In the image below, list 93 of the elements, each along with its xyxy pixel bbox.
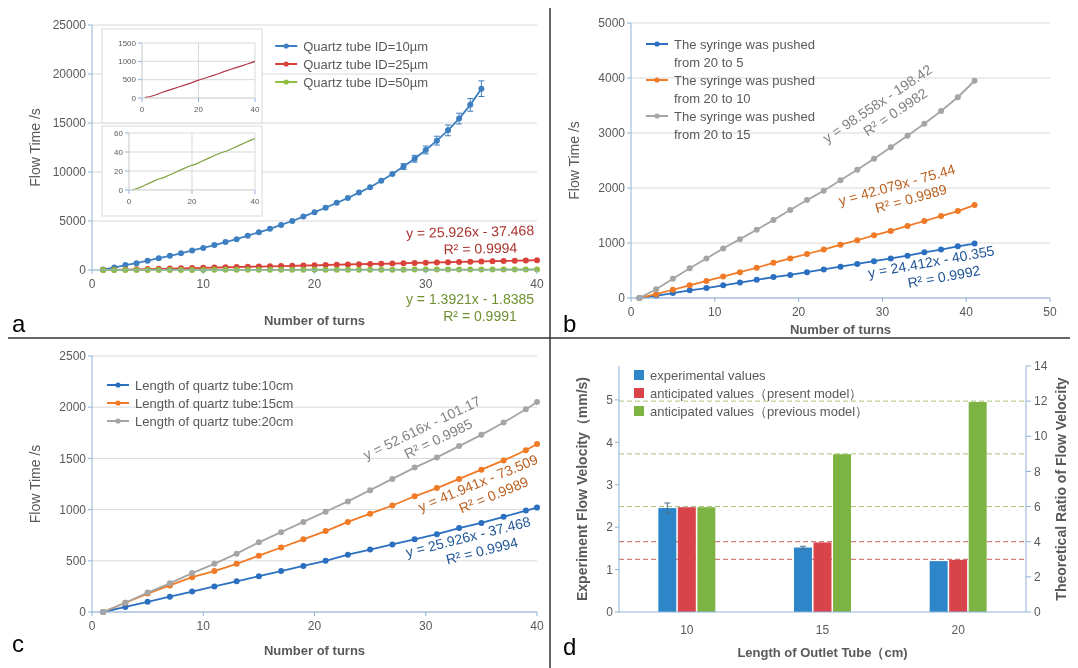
legend-label: The syringe was pushed from 20 to 10	[674, 72, 815, 106]
x-tick-label: 10	[680, 623, 694, 637]
y-tick-label: 0	[79, 605, 87, 620]
y-tick-label: 20	[114, 166, 124, 176]
y-tick-label: 2000	[598, 181, 626, 196]
y-tick-label: 1	[606, 562, 614, 577]
y-tick-label: 25000	[52, 18, 87, 33]
legend-label: Quartz tube ID=10µm	[303, 38, 429, 54]
x-tick-label: 40	[250, 197, 260, 206]
legend-label: anticipated values（previous model）	[650, 403, 869, 419]
x-tick-label: 40	[250, 105, 260, 114]
y-axis-title: Flow Time /s	[27, 444, 43, 524]
legend-label: The syringe was pushed from 20 to 5	[674, 36, 815, 70]
y-axis-title: Flow Time /s	[566, 121, 582, 200]
x-tick-label: 0	[88, 277, 96, 291]
x-tick-label: 10	[708, 305, 722, 319]
y-tick-label: 0	[606, 605, 614, 620]
x-axis-title: Number of turns	[789, 322, 892, 337]
y-tick-label: 40	[114, 147, 124, 157]
y-tick-label: 2500	[59, 349, 87, 364]
y2-tick-label: 12	[1034, 394, 1048, 409]
x-tick-label: 0	[627, 305, 635, 319]
y-tick-label: 5	[606, 393, 614, 408]
x-tick-label: 20	[791, 305, 806, 319]
x-tick-label: 40	[530, 277, 544, 291]
y-tick-label: 5000	[59, 214, 87, 229]
annotation: y = 42.079x - 75.44 R² = 0.9989	[836, 160, 957, 217]
y2-tick-label: 4	[1034, 534, 1041, 549]
legend-label: experimental values	[650, 367, 767, 383]
legend-label: anticipated values（present model）	[650, 385, 863, 401]
y-tick-label: 500	[122, 75, 137, 85]
y2-tick-label: 0	[1034, 605, 1041, 620]
y-tick-label: 0	[118, 185, 124, 195]
y-axis-title: Flow Time /s	[27, 108, 43, 187]
annotation: y = 24.412x - 40.355 R² = 0.9992	[866, 242, 996, 291]
y-axis-title: Experiment Flow Velocity（mm/s)	[574, 376, 590, 602]
x-axis-title: Number of turns	[263, 313, 366, 328]
y2-tick-label: 14	[1034, 359, 1048, 374]
x-tick-label: 20	[307, 277, 322, 291]
x-tick-label: 30	[875, 305, 890, 319]
legend-label: Length of quartz tube:20cm	[135, 413, 294, 429]
x-tick-label: 10	[196, 619, 211, 633]
annotation: y = 25.926x - 37.468 R² = 0.9994	[405, 222, 535, 258]
text: a	[12, 310, 26, 337]
y2-tick-label: 10	[1034, 429, 1048, 444]
y-tick-label: 1000	[598, 236, 626, 251]
legend-label: Quartz tube ID=25µm	[303, 56, 429, 72]
x-axis-title: Length of Outlet Tube（cm)	[737, 645, 908, 660]
y2-tick-label: 6	[1034, 499, 1041, 514]
x-tick-label: 10	[196, 277, 211, 291]
legend-label: Length of quartz tube:15cm	[135, 395, 294, 411]
x-tick-label: 30	[419, 619, 433, 633]
x-tick-label: 0	[139, 105, 145, 114]
y-tick-label: 1000	[118, 57, 137, 67]
x-tick-label: 30	[419, 277, 433, 291]
y-tick-label: 3000	[598, 126, 626, 141]
y2-tick-label: 8	[1034, 464, 1041, 479]
x-tick-label: 20	[187, 197, 197, 206]
y-tick-label: 4	[606, 435, 614, 450]
y-tick-label: 1500	[59, 451, 87, 466]
legend-label: Quartz tube ID=50µm	[303, 74, 429, 90]
y-tick-label: 0	[79, 263, 87, 278]
x-tick-label: 40	[959, 305, 974, 319]
y2-axis-title: Theoretical Ratio of Flow Velocity	[1053, 377, 1069, 601]
y-tick-label: 3	[606, 477, 614, 492]
text: y = 1.3921x - 1.8385 R² = 0.9991	[405, 291, 535, 324]
text: c	[12, 630, 24, 657]
y-tick-label: 20000	[52, 67, 87, 82]
y-tick-label: 0	[131, 93, 137, 103]
y-tick-label: 2000	[59, 400, 87, 415]
y-tick-label: 15000	[52, 116, 87, 131]
y-tick-label: 10000	[52, 165, 87, 180]
y-tick-label: 0	[618, 291, 626, 306]
x-tick-label: 40	[530, 619, 544, 633]
y-tick-label: 5000	[598, 16, 626, 31]
y2-tick-label: 2	[1034, 570, 1041, 585]
x-tick-label: 20	[951, 623, 966, 637]
y-tick-label: 1000	[59, 502, 87, 517]
legend-label: The syringe was pushed from 20 to 15	[674, 108, 815, 142]
x-tick-label: 20	[194, 105, 204, 114]
x-axis-title: Number of turns	[263, 643, 366, 658]
y-tick-label: 60	[114, 128, 124, 138]
x-tick-label: 50	[1043, 305, 1057, 319]
text: d	[563, 633, 577, 660]
x-tick-label: 0	[88, 619, 96, 633]
x-tick-label: 15	[815, 623, 830, 637]
y-tick-label: 500	[65, 554, 87, 568]
text: b	[563, 310, 577, 337]
y-tick-label: 2	[606, 520, 614, 535]
y-tick-label: 1500	[118, 38, 137, 48]
legend-label: Length of quartz tube:10cm	[135, 377, 294, 393]
y-tick-label: 4000	[598, 71, 626, 86]
x-tick-label: 20	[307, 619, 322, 633]
